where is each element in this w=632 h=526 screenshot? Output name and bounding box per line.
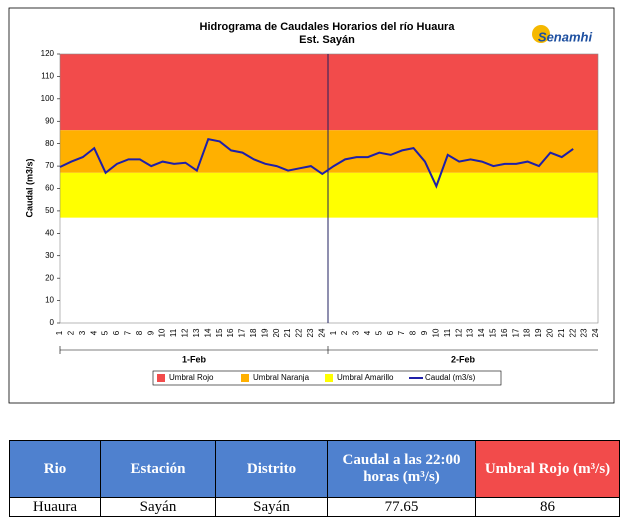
- y-tick-label: 50: [45, 206, 54, 215]
- threshold-band: [60, 130, 598, 173]
- logo: Senamhi: [538, 29, 593, 44]
- x-tick-label: 16: [500, 328, 509, 337]
- x-tick-label: 24: [317, 328, 326, 337]
- y-tick-label: 40: [45, 228, 54, 237]
- x-tick-label: 18: [249, 328, 258, 337]
- group-label: 1-Feb: [182, 354, 207, 364]
- legend-swatch: [157, 374, 165, 382]
- legend-swatch: [325, 374, 333, 382]
- x-tick-label: 3: [352, 330, 361, 335]
- x-tick-label: 11: [443, 328, 452, 337]
- x-tick-label: 17: [511, 328, 520, 337]
- chart-subtitle: Est. Sayán: [299, 34, 355, 46]
- x-tick-label: 16: [226, 328, 235, 337]
- x-tick-label: 3: [78, 330, 87, 335]
- legend-label: Caudal (m3/s): [425, 373, 476, 382]
- x-tick-label: 8: [409, 330, 418, 335]
- y-tick-label: 60: [45, 184, 54, 193]
- chart-title: Hidrograma de Caudales Horarios del río …: [200, 21, 456, 33]
- x-tick-label: 14: [203, 328, 212, 337]
- x-tick-label: 11: [169, 328, 178, 337]
- x-tick-label: 10: [158, 328, 167, 337]
- x-tick-label: 23: [580, 328, 589, 337]
- y-tick-label: 10: [45, 296, 54, 305]
- chart: Hidrograma de Caudales Horarios del río …: [8, 7, 615, 404]
- x-tick-label: 18: [523, 328, 532, 337]
- y-axis-label: Caudal (m3/s): [24, 158, 34, 217]
- x-tick-label: 12: [181, 328, 190, 337]
- x-tick-label: 13: [466, 328, 475, 337]
- x-tick-label: 9: [420, 330, 429, 335]
- y-tick-label: 90: [45, 116, 54, 125]
- logo-sun: [532, 25, 550, 43]
- x-tick-label: 22: [295, 328, 304, 337]
- x-tick-label: 5: [374, 330, 383, 335]
- cell: Sayán: [100, 497, 216, 517]
- x-tick-label: 13: [192, 328, 201, 337]
- x-tick-label: 22: [568, 328, 577, 337]
- cell: Sayán: [215, 497, 328, 517]
- cell: 86: [475, 497, 620, 517]
- x-tick-label: 20: [272, 328, 281, 337]
- y-tick-label: 100: [41, 94, 55, 103]
- x-tick-label: 17: [238, 328, 247, 337]
- x-tick-label: 15: [488, 328, 497, 337]
- x-tick-label: 24: [591, 328, 600, 337]
- cell: Huaura: [9, 497, 101, 517]
- y-tick-label: 0: [50, 318, 55, 327]
- x-tick-label: 1: [55, 330, 64, 335]
- legend-label: Umbral Amarillo: [337, 373, 394, 382]
- y-tick-label: 120: [41, 49, 55, 58]
- x-tick-label: 9: [146, 330, 155, 335]
- y-tick-label: 20: [45, 273, 54, 282]
- x-tick-label: 12: [454, 328, 463, 337]
- cell: 77.65: [327, 497, 476, 517]
- header-cell: Umbral Rojo (m³/s): [475, 440, 620, 498]
- caudal-line: [59, 138, 574, 189]
- x-tick-label: 21: [557, 328, 566, 337]
- x-tick-label: 5: [101, 330, 110, 335]
- y-tick-label: 110: [41, 72, 54, 81]
- x-tick-label: 7: [124, 330, 133, 335]
- x-tick-label: 8: [135, 330, 144, 335]
- x-tick-label: 21: [283, 328, 292, 337]
- x-tick-label: 10: [431, 328, 440, 337]
- header-cell: Rio: [9, 440, 101, 498]
- x-tick-label: 19: [534, 328, 543, 337]
- x-tick-label: 19: [260, 328, 269, 337]
- x-tick-label: 6: [386, 330, 395, 335]
- x-tick-label: 23: [306, 328, 315, 337]
- x-tick-label: 4: [363, 330, 372, 335]
- x-tick-label: 6: [112, 330, 121, 335]
- table-header: Rio Estación Distrito Caudal a las 22:00…: [9, 440, 620, 498]
- x-tick-label: 7: [397, 330, 406, 335]
- header-cell: Caudal a las 22:00 horas (m³/s): [327, 440, 476, 498]
- legend-swatch: [241, 374, 249, 382]
- header-cell: Distrito: [215, 440, 328, 498]
- x-tick-label: 15: [215, 328, 224, 337]
- threshold-band: [60, 54, 598, 131]
- y-tick-label: 70: [45, 161, 54, 170]
- threshold-band: [60, 172, 598, 218]
- x-tick-label: 20: [545, 328, 554, 337]
- legend-label: Umbral Naranja: [253, 373, 310, 382]
- x-tick-label: 14: [477, 328, 486, 337]
- x-tick-label: 2: [340, 330, 349, 335]
- legend-label: Umbral Rojo: [169, 373, 214, 382]
- data-table: Rio Estación Distrito Caudal a las 22:00…: [9, 440, 620, 517]
- x-tick-label: 4: [89, 330, 98, 335]
- table-row: Huaura Sayán Sayán 77.65 86: [9, 497, 620, 517]
- x-tick-label: 1: [329, 330, 338, 335]
- y-tick-label: 80: [45, 139, 54, 148]
- y-tick-label: 30: [45, 251, 54, 260]
- group-label: 2-Feb: [451, 354, 476, 364]
- x-tick-label: 2: [67, 330, 76, 335]
- header-cell: Estación: [100, 440, 216, 498]
